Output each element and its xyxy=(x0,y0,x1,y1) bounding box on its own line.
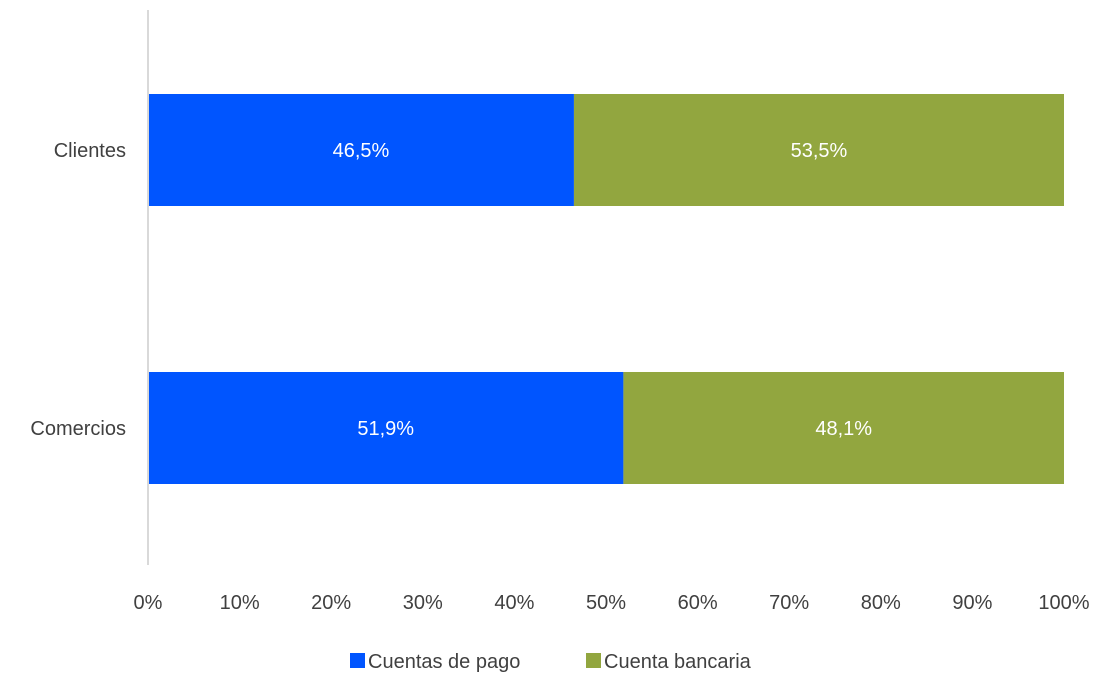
x-tick-label: 20% xyxy=(311,592,351,614)
x-tick-label: 90% xyxy=(952,592,992,614)
category-labels: Clientes Comercios xyxy=(30,140,126,440)
x-axis-tick-labels: 0% 10% 20% 30% 40% 50% 60% 70% 80% 90% 100% xyxy=(134,592,1090,614)
legend-swatch xyxy=(586,653,601,668)
category-label: Clientes xyxy=(54,140,126,162)
bar-clientes-series-1 xyxy=(148,94,574,206)
bar-comercios-series-1 xyxy=(148,372,624,484)
category-label: Comercios xyxy=(30,418,126,440)
x-tick-label: 0% xyxy=(134,592,163,614)
x-tick-label: 70% xyxy=(769,592,809,614)
data-label: 51,9% xyxy=(357,418,414,440)
bar-clientes-series-2 xyxy=(573,94,1064,206)
data-labels-layer: 46,5% 53,5% 51,9% 48,1% xyxy=(333,140,873,440)
legend: Cuentas de pago Cuenta bancaria xyxy=(350,651,752,673)
x-tick-label: 40% xyxy=(494,592,534,614)
x-tick-label: 30% xyxy=(403,592,443,614)
x-tick-label: 80% xyxy=(861,592,901,614)
bars-layer xyxy=(148,94,1064,484)
legend-label: Cuenta bancaria xyxy=(604,651,752,673)
data-label: 53,5% xyxy=(791,140,848,162)
bar-comercios-series-2 xyxy=(623,372,1064,484)
data-label: 48,1% xyxy=(815,418,872,440)
data-label: 46,5% xyxy=(333,140,390,162)
legend-swatch xyxy=(350,653,365,668)
x-tick-label: 10% xyxy=(220,592,260,614)
legend-label: Cuentas de pago xyxy=(368,651,520,673)
x-tick-label: 60% xyxy=(678,592,718,614)
x-tick-label: 100% xyxy=(1038,592,1089,614)
x-tick-label: 50% xyxy=(586,592,626,614)
